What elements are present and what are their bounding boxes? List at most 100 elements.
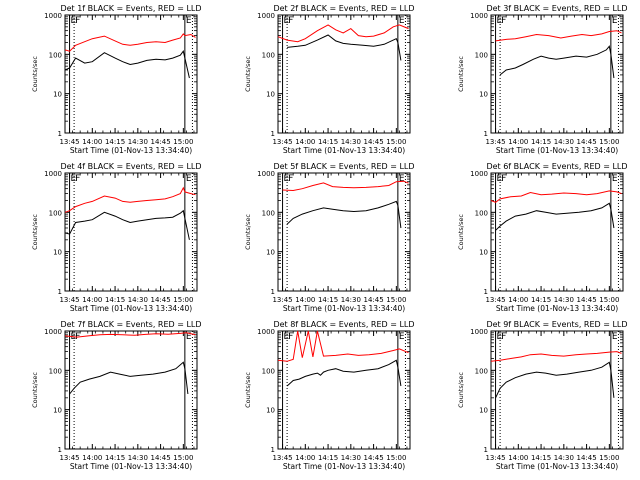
- x-tick-label: 15:00: [386, 454, 406, 462]
- x-axis-label: Start Time (01-Nov-13 13:34:40): [283, 146, 405, 155]
- x-tick-label: 13:45: [485, 138, 505, 146]
- events-series-line: [495, 202, 615, 231]
- interval-marker-label: E: [612, 332, 618, 342]
- x-tick-label: 14:15: [318, 454, 338, 462]
- interval-marker-label: F: [288, 16, 293, 26]
- x-tick-label: 14:45: [576, 454, 596, 462]
- events-series-line: [287, 34, 402, 61]
- y-tick-label: 100: [475, 51, 488, 59]
- interval-marker-label: F: [75, 16, 80, 26]
- lld-series-line: [277, 24, 409, 43]
- chart-panel-4: Det 4f BLACK = Events, RED = LLD 1 10 100 10…: [31, 162, 202, 313]
- x-axis-label: Start Time (01-Nov-13 13:34:40): [283, 304, 405, 313]
- interval-marker-label: E: [284, 16, 290, 26]
- chart-title: Det 9f BLACK = Events, RED = LLD: [486, 320, 627, 329]
- events-series-line: [64, 50, 190, 79]
- interval-marker-label: F: [501, 16, 506, 26]
- chart-title: Det 8f BLACK = Events, RED = LLD: [273, 320, 414, 329]
- y-tick-label: 1000: [44, 12, 62, 20]
- y-tick-label: 10: [479, 249, 488, 257]
- x-tick-label: 13:45: [272, 454, 292, 462]
- x-tick-label: 14:30: [341, 454, 361, 462]
- events-series-line: [499, 45, 615, 79]
- events-series-line: [495, 361, 615, 399]
- y-tick-label: 100: [262, 209, 275, 217]
- y-tick-label: 1000: [257, 328, 275, 336]
- y-tick-label: 1: [484, 288, 488, 296]
- x-tick-label: 14:30: [128, 138, 148, 146]
- x-tick-label: 13:45: [59, 454, 79, 462]
- chart-title: Det 3f BLACK = Events, RED = LLD: [486, 4, 627, 13]
- interval-marker-label: E: [284, 174, 290, 184]
- interval-marker-label: E: [186, 16, 192, 26]
- lld-series-line: [282, 180, 409, 192]
- interval-marker-label: F: [501, 174, 506, 184]
- y-tick-label: 1: [484, 130, 488, 138]
- y-tick-label: 1: [271, 130, 275, 138]
- x-tick-label: 14:30: [128, 296, 148, 304]
- y-tick-label: 1: [58, 288, 62, 296]
- interval-marker-label: E: [497, 174, 503, 184]
- interval-marker-label: F: [501, 332, 506, 342]
- chart-panel-5: Det 5f BLACK = Events, RED = LLD 1 10 100 10…: [244, 162, 415, 313]
- lld-series-line: [64, 186, 196, 213]
- y-tick-label: 1000: [257, 170, 275, 178]
- interval-marker-label: F: [288, 332, 293, 342]
- interval-marker-label: E: [399, 174, 405, 184]
- interval-marker-label: E: [612, 174, 618, 184]
- interval-marker-label: E: [71, 174, 77, 184]
- y-tick-label: 10: [53, 91, 62, 99]
- x-tick-label: 14:30: [341, 138, 361, 146]
- x-axis-label: Start Time (01-Nov-13 13:34:40): [283, 462, 405, 471]
- x-tick-label: 15:00: [599, 138, 619, 146]
- x-tick-label: 14:30: [554, 296, 574, 304]
- chart-panel-8: Det 8f BLACK = Events, RED = LLD 1 10 100 10…: [244, 320, 415, 471]
- plot-frame: [64, 172, 198, 292]
- lld-series-line: [490, 351, 622, 362]
- x-tick-label: 14:30: [554, 454, 574, 462]
- chart-panel-2: Det 2f BLACK = Events, RED = LLD 1 10 100 10…: [244, 4, 415, 155]
- plot-frame: [490, 330, 624, 450]
- x-tick-label: 14:15: [531, 296, 551, 304]
- chart-title: Det 4f BLACK = Events, RED = LLD: [60, 162, 201, 171]
- x-tick-label: 15:00: [386, 296, 406, 304]
- interval-marker-label: E: [497, 16, 503, 26]
- interval-marker-label: F: [75, 174, 80, 184]
- y-tick-label: 10: [53, 407, 62, 415]
- chart-title: Det 1f BLACK = Events, RED = LLD: [60, 4, 201, 13]
- x-tick-label: 14:45: [363, 296, 383, 304]
- chart-panel-7: Det 7f BLACK = Events, RED = LLD 1 10 100 10…: [31, 320, 202, 471]
- x-tick-label: 14:45: [150, 138, 170, 146]
- interval-marker-label: E: [186, 174, 192, 184]
- x-tick-label: 14:00: [508, 138, 528, 146]
- lld-series-line: [64, 332, 196, 338]
- y-tick-label: 1: [58, 130, 62, 138]
- chart-panel-9: Det 9f BLACK = Events, RED = LLD 1 10 100 10…: [457, 320, 628, 471]
- y-tick-label: 1: [484, 446, 488, 454]
- interval-marker-label: E: [612, 16, 618, 26]
- events-series-line: [286, 359, 402, 387]
- x-tick-label: 13:45: [59, 296, 79, 304]
- x-tick-label: 14:00: [508, 296, 528, 304]
- chart-panel-1: Det 1f BLACK = Events, RED = LLD 1 10 100 10…: [31, 4, 202, 155]
- x-tick-label: 15:00: [599, 454, 619, 462]
- y-axis-label: Counts/sec: [31, 372, 39, 408]
- plot-frame: [490, 14, 624, 134]
- chart-title: Det 2f BLACK = Events, RED = LLD: [273, 4, 414, 13]
- plot-frame: [64, 330, 198, 450]
- x-tick-label: 14:00: [82, 454, 102, 462]
- x-tick-label: 14:15: [318, 138, 338, 146]
- x-tick-label: 14:45: [363, 138, 383, 146]
- y-tick-label: 1000: [44, 328, 62, 336]
- plot-frame: [64, 14, 198, 134]
- y-tick-label: 10: [53, 249, 62, 257]
- x-tick-label: 14:45: [576, 296, 596, 304]
- lld-series-line: [277, 330, 409, 362]
- y-tick-label: 100: [475, 209, 488, 217]
- x-axis-label: Start Time (01-Nov-13 13:34:40): [70, 146, 192, 155]
- y-tick-label: 100: [49, 209, 62, 217]
- y-tick-label: 100: [49, 367, 62, 375]
- y-tick-label: 10: [479, 407, 488, 415]
- y-tick-label: 10: [479, 91, 488, 99]
- x-tick-label: 14:00: [295, 454, 315, 462]
